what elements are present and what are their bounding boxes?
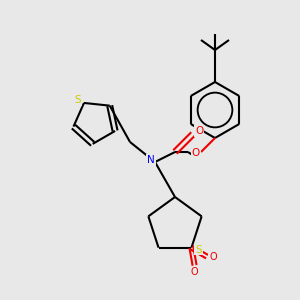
Text: S: S bbox=[75, 95, 81, 105]
Text: N: N bbox=[147, 155, 155, 165]
Text: S: S bbox=[195, 245, 202, 255]
Text: O: O bbox=[195, 126, 203, 136]
Text: O: O bbox=[209, 252, 217, 262]
Text: O: O bbox=[191, 267, 198, 278]
Text: O: O bbox=[192, 148, 200, 158]
